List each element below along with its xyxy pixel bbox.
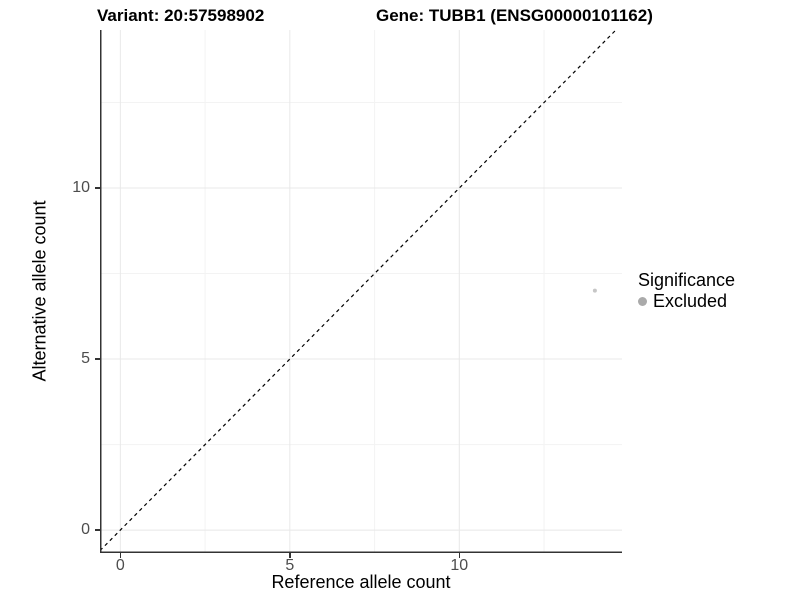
- legend-title: Significance: [638, 270, 736, 290]
- x-tick-label: 0: [115, 557, 125, 574]
- legend: Significance Excluded: [638, 270, 735, 311]
- y-tick-mark: [95, 529, 100, 531]
- data-point: [592, 288, 597, 293]
- y-tick-mark: [95, 187, 100, 189]
- plot-canvas: [100, 30, 622, 553]
- y-tick-label: 10: [72, 179, 90, 197]
- x-axis-title: Reference allele count: [271, 572, 451, 592]
- legend-point-icon: [638, 296, 647, 306]
- legend-entry-excluded: Excluded: [638, 291, 735, 311]
- x-tick-mark: [119, 553, 122, 558]
- plot-panel: [100, 30, 622, 553]
- x-tick-label: 10: [450, 557, 469, 574]
- x-tick-mark: [289, 553, 291, 558]
- x-tick-mark: [458, 553, 461, 558]
- legend-entry-label: Excluded: [653, 291, 728, 311]
- y-tick-label: 5: [81, 350, 90, 368]
- legend-key: [638, 291, 653, 311]
- identity-line: [100, 30, 617, 552]
- plot-title-variant: Variant: 20:57598902: [97, 6, 265, 25]
- x-tick-label: 5: [285, 557, 295, 574]
- y-axis-title: Alternative allele count: [29, 200, 50, 382]
- plot-title-gene: Gene: TUBB1 (ENSG00000101162): [376, 6, 653, 25]
- y-tick-label: 0: [81, 521, 90, 539]
- y-tick-mark: [95, 358, 100, 360]
